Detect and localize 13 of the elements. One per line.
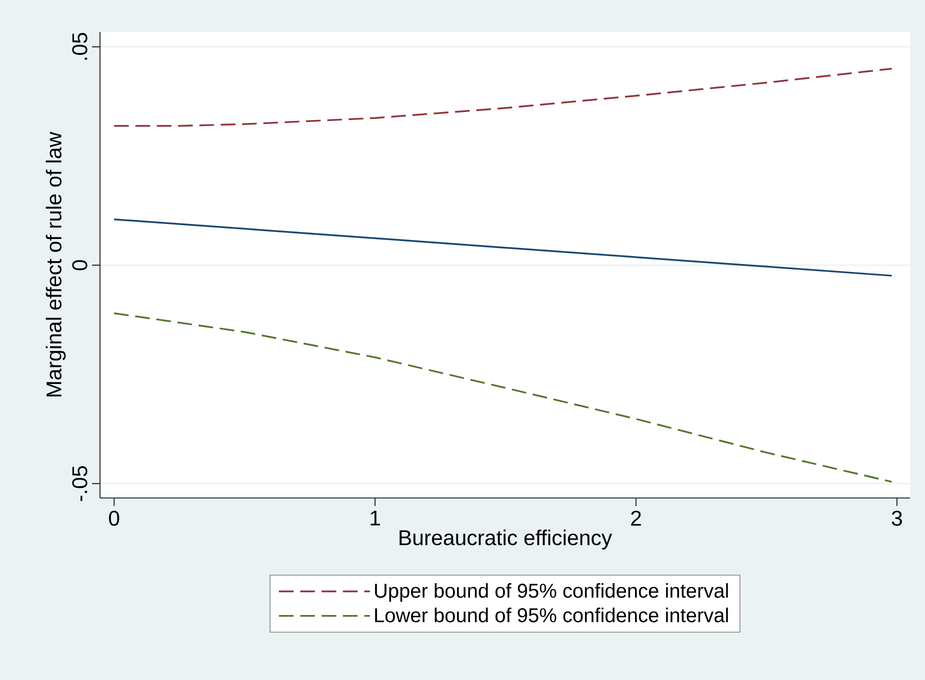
y-tick-label: .05 (72, 32, 88, 60)
x-axis-title: Bureaucratic efficiency (400, 530, 612, 550)
x-tick-label: 2 (631, 510, 641, 526)
y-tick-label: -.05 (72, 466, 88, 502)
x-tick-label: 3 (892, 510, 902, 526)
y-tick-label: 0 (72, 260, 88, 270)
line-series (113, 312, 893, 483)
legend-label: Lower bound of 95% confidence interval (375, 608, 728, 622)
line-series (113, 68, 893, 127)
y-axis-title: Marginal effect of rule of law (46, 132, 66, 396)
x-tick-label: 0 (109, 510, 120, 526)
legend-label: Upper bound of 95% confidence interval (375, 583, 728, 602)
x-tick-label: 1 (370, 510, 380, 526)
